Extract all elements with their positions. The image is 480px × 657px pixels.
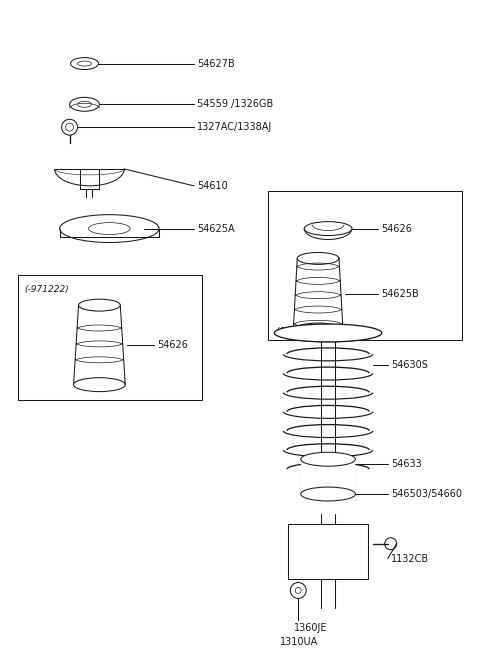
Ellipse shape <box>301 487 355 501</box>
Circle shape <box>290 583 306 599</box>
Ellipse shape <box>88 223 130 235</box>
Bar <box>18 275 202 399</box>
Text: 54630S: 54630S <box>391 360 428 370</box>
Text: 54633: 54633 <box>391 459 421 469</box>
Circle shape <box>295 587 301 593</box>
Bar <box>288 524 368 579</box>
Circle shape <box>385 538 396 550</box>
Ellipse shape <box>275 324 382 342</box>
Text: (-971222): (-971222) <box>24 284 69 294</box>
Bar <box>268 191 462 340</box>
Ellipse shape <box>78 101 92 107</box>
Text: 54610: 54610 <box>197 181 228 191</box>
Bar <box>301 459 356 494</box>
Text: 1327AC/1338AJ: 1327AC/1338AJ <box>197 122 272 132</box>
Ellipse shape <box>301 452 355 466</box>
Ellipse shape <box>60 215 159 242</box>
Circle shape <box>61 119 78 135</box>
Text: 54626: 54626 <box>381 223 412 234</box>
Text: 54625A: 54625A <box>197 223 234 234</box>
Text: 546503/54660: 546503/54660 <box>391 489 462 499</box>
Circle shape <box>66 124 73 131</box>
Text: 1310UA: 1310UA <box>280 637 319 647</box>
Ellipse shape <box>71 58 98 70</box>
Ellipse shape <box>297 252 339 264</box>
Text: 54559 /1326GB: 54559 /1326GB <box>197 99 273 109</box>
Text: 1132CB: 1132CB <box>391 554 429 564</box>
Text: (971222 ): (971222 ) <box>276 327 321 336</box>
Text: 54626: 54626 <box>157 340 188 350</box>
Ellipse shape <box>293 323 343 337</box>
Ellipse shape <box>304 221 352 236</box>
Ellipse shape <box>73 378 125 392</box>
Ellipse shape <box>70 97 99 111</box>
Ellipse shape <box>78 61 92 66</box>
Ellipse shape <box>79 299 120 311</box>
Text: 1360JE: 1360JE <box>294 623 328 633</box>
Text: 54625B: 54625B <box>381 289 419 299</box>
Text: 54627B: 54627B <box>197 58 235 68</box>
